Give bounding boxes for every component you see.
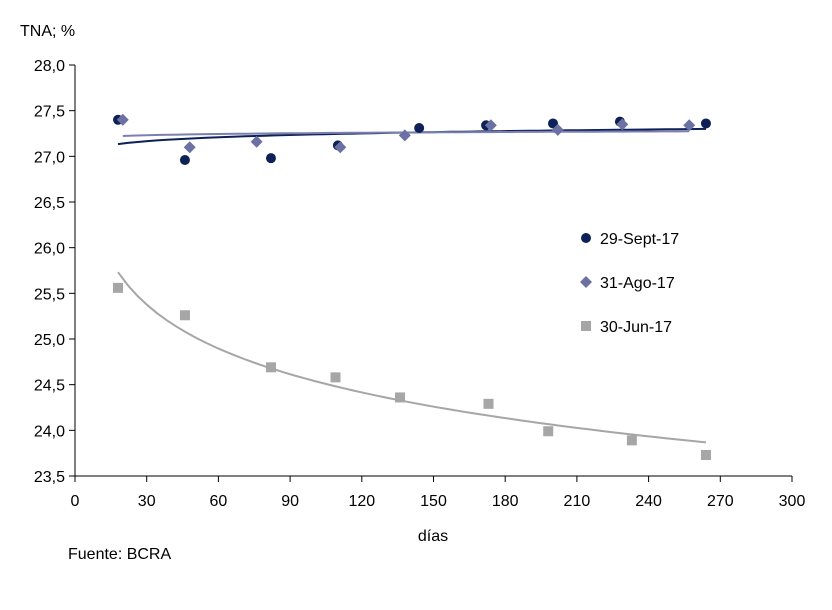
data-point (616, 118, 629, 131)
legend-marker (580, 276, 592, 288)
x-tick-label: 60 (210, 493, 228, 510)
x-tick-label: 90 (281, 493, 299, 510)
data-point (250, 135, 263, 148)
y-tick-label: 25,5 (34, 286, 65, 303)
y-tick-label: 27,0 (34, 149, 65, 166)
data-point (700, 118, 711, 129)
data-point (700, 449, 711, 460)
legend-label: 31-Ago-17 (600, 275, 675, 292)
data-point (116, 113, 129, 126)
data-point (551, 123, 564, 136)
y-axis-label: TNA; % (20, 23, 75, 40)
data-point (179, 154, 190, 165)
legend-label: 29-Sept-17 (600, 231, 679, 248)
x-tick-label: 30 (138, 493, 156, 510)
x-tick-label: 270 (707, 493, 734, 510)
data-point (414, 123, 425, 134)
y-tick-label: 24,5 (34, 378, 65, 395)
data-point (183, 141, 196, 154)
x-tick-label: 120 (348, 493, 375, 510)
data-point (548, 118, 558, 129)
data-point (484, 119, 497, 132)
y-tick-label: 27,5 (34, 104, 65, 121)
x-tick-label: 180 (492, 493, 519, 510)
data-point (483, 398, 494, 409)
x-tick-label: 300 (779, 493, 806, 510)
y-tick-label: 28,0 (34, 58, 65, 75)
data-point (626, 435, 637, 446)
legend-label: 30-Jun-17 (600, 319, 672, 336)
data-point (334, 141, 347, 154)
source-note: Fuente: BCRA (68, 546, 171, 563)
data-point (113, 282, 124, 293)
x-axis-label: días (418, 528, 448, 545)
data-point (398, 129, 411, 142)
y-tick-label: 26,5 (34, 195, 65, 212)
y-tick-label: 25,0 (34, 332, 65, 349)
data-point (683, 119, 696, 132)
x-tick-label: 240 (635, 493, 662, 510)
y-tick-label: 26,0 (34, 241, 65, 258)
y-tick-label: 24,0 (34, 423, 65, 440)
data-point (265, 153, 276, 164)
data-point (330, 372, 341, 383)
data-point (265, 362, 276, 373)
trendline (117, 271, 707, 444)
data-point (543, 426, 554, 437)
x-tick-label: 0 (71, 493, 80, 510)
data-point (395, 392, 406, 403)
x-tick-label: 210 (564, 493, 591, 510)
legend-marker (581, 321, 591, 331)
y-tick-label: 23,5 (34, 469, 65, 486)
x-tick-label: 150 (420, 493, 447, 510)
legend-marker (581, 233, 591, 243)
data-point (179, 310, 190, 321)
